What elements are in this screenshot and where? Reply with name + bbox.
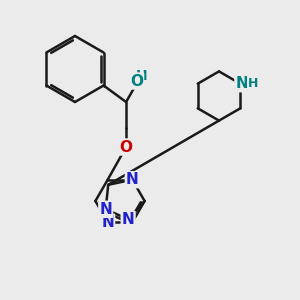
Text: H: H [248, 76, 258, 90]
Text: N: N [126, 172, 139, 187]
Text: O: O [120, 140, 133, 154]
Text: O: O [130, 74, 143, 88]
Text: N: N [99, 202, 112, 217]
Text: N: N [236, 76, 248, 91]
Text: N: N [122, 212, 134, 227]
Text: N: N [101, 215, 114, 230]
Text: H: H [136, 69, 148, 82]
